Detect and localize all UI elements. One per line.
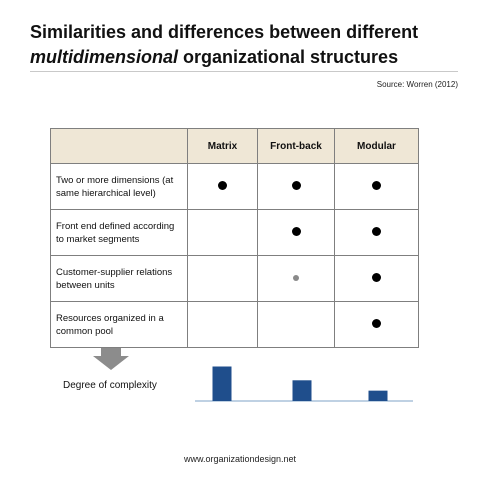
comparison-table: Matrix Front-back Modular Two or more di… bbox=[50, 128, 419, 348]
table-cell bbox=[187, 301, 258, 348]
row-label: Resources organized in a common pool bbox=[50, 301, 188, 348]
row-label: Front end defined according to market se… bbox=[50, 209, 188, 256]
table-cell bbox=[334, 301, 419, 348]
title-divider bbox=[30, 71, 458, 72]
complexity-bar-modular bbox=[368, 390, 388, 401]
title-line-2-rest: organizational structures bbox=[178, 47, 399, 67]
table-corner-cell bbox=[50, 128, 188, 164]
table-cell bbox=[334, 209, 419, 256]
table-cell bbox=[187, 255, 258, 302]
table-row: Front end defined according to market se… bbox=[50, 209, 419, 256]
column-header-matrix: Matrix bbox=[187, 128, 258, 164]
table-cell bbox=[187, 163, 258, 210]
complexity-bar-front-back bbox=[292, 380, 312, 401]
down-arrow-icon bbox=[93, 348, 129, 370]
row-label: Two or more dimensions (at same hierarch… bbox=[50, 163, 188, 210]
indicator-dot bbox=[291, 180, 301, 190]
complexity-bar-matrix bbox=[212, 366, 232, 401]
indicator-dot bbox=[218, 180, 227, 190]
table-cell bbox=[334, 255, 419, 302]
complexity-label: Degree of complexity bbox=[63, 380, 157, 391]
table-header-row: Matrix Front-back Modular bbox=[50, 128, 419, 164]
indicator-dot bbox=[293, 275, 299, 281]
slide-title: Similarities and differences between dif… bbox=[30, 20, 460, 70]
table-cell bbox=[187, 209, 258, 256]
table-row: Resources organized in a common pool bbox=[50, 301, 419, 348]
column-header-front-back: Front-back bbox=[257, 128, 335, 164]
indicator-dot bbox=[372, 226, 381, 236]
table-cell bbox=[257, 301, 335, 348]
footer-url: www.organizationdesign.net bbox=[183, 454, 297, 464]
row-label: Customer-supplier relations between unit… bbox=[50, 255, 188, 302]
title-line-1: Similarities and differences between dif… bbox=[30, 22, 419, 42]
title-emphasis: multidimensional bbox=[30, 47, 179, 67]
indicator-dot bbox=[291, 226, 301, 236]
table-cell bbox=[257, 163, 335, 210]
indicator-dot bbox=[372, 180, 381, 190]
table-cell bbox=[257, 255, 335, 302]
indicator-dot bbox=[372, 318, 381, 328]
column-header-modular: Modular bbox=[334, 128, 419, 164]
source-note: Source: Worren (2012) bbox=[376, 80, 458, 89]
table-cell bbox=[334, 163, 419, 210]
table-cell bbox=[257, 209, 335, 256]
indicator-dot bbox=[372, 272, 381, 282]
table-row: Two or more dimensions (at same hierarch… bbox=[50, 163, 419, 210]
table-row: Customer-supplier relations between unit… bbox=[50, 255, 419, 302]
title-line-2: multidimensional organizational structur… bbox=[30, 45, 460, 70]
